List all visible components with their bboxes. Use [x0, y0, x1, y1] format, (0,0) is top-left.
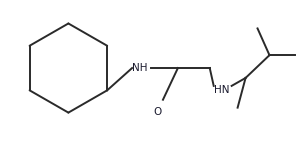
Text: NH: NH: [132, 63, 148, 73]
Text: HN: HN: [214, 85, 230, 95]
Text: O: O: [154, 107, 162, 117]
